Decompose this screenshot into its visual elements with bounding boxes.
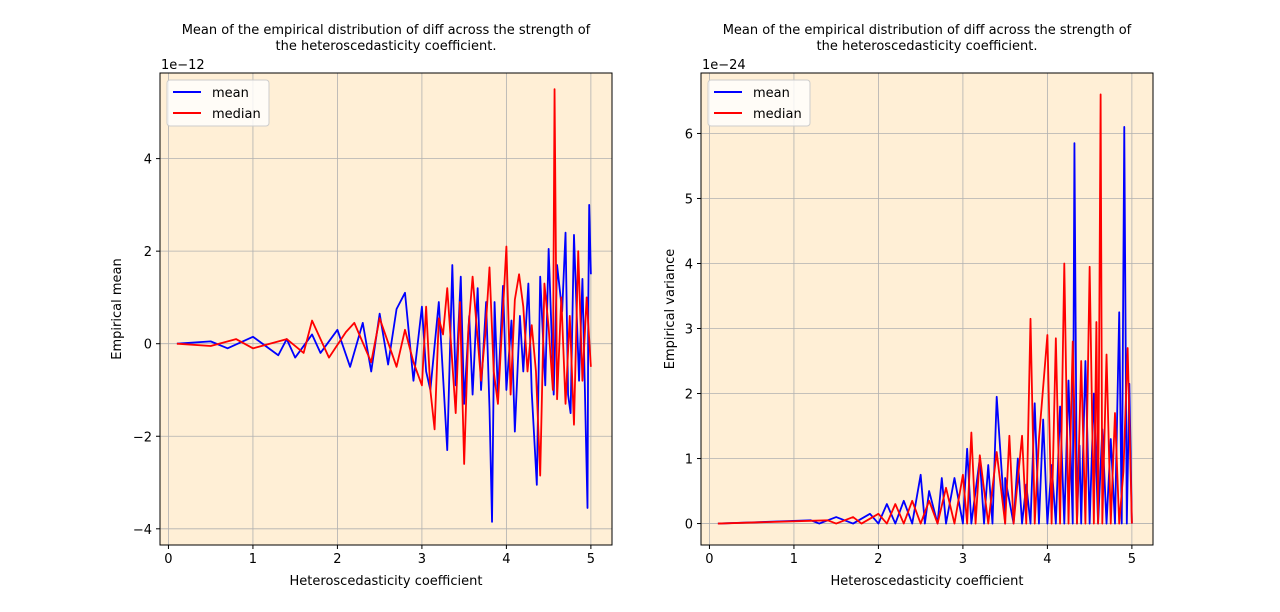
y-offset-text: 1e−12 [161,58,205,73]
y-tick-label: 1 [685,453,693,468]
y-tick-label: 4 [144,153,152,168]
y-offset-text: 1e−24 [702,58,746,73]
x-axis-label: Heteroscedasticity coefficient [831,574,1024,589]
x-tick-label: 3 [959,552,967,567]
chart-title-line2: the heteroscedasticity coefficient. [275,39,496,54]
y-axis-label: Empirical variance [663,249,678,370]
legend: mean median [166,79,270,127]
axes-frame [159,72,613,546]
legend: mean median [707,79,811,127]
y-tick-label: 4 [685,257,693,272]
y-tick-label: 3 [685,323,693,338]
chart-title-line2: the heteroscedasticity coefficient. [816,39,1037,54]
legend-mean-label: mean [753,86,790,101]
y-tick-label: 0 [144,338,152,353]
y-tick-label: 2 [685,388,693,403]
chart-title-line1: Mean of the empirical distribution of di… [182,23,591,38]
legend-median-label: median [212,107,261,122]
x-tick-label: 4 [502,552,510,567]
series-line-median [717,93,1133,525]
y-tick-label: −2 [133,430,152,445]
y-tick-label: 0 [685,518,693,533]
grid [160,73,612,545]
y-tick-label: 6 [685,127,693,142]
y-tick-label: −4 [133,523,152,538]
series-line-median [176,88,592,477]
x-tick-label: 5 [1128,552,1136,567]
x-tick-label: 3 [418,552,426,567]
y-tick-label: 2 [144,245,152,260]
x-tick-label: 0 [164,552,172,567]
grid [701,73,1153,545]
x-tick-label: 1 [249,552,257,567]
y-axis-label: Empirical mean [110,258,125,359]
plot-area [701,73,1153,545]
x-tick-label: 0 [705,552,713,567]
x-axis-label: Heteroscedasticity coefficient [290,574,483,589]
chart-title-line1: Mean of the empirical distribution of di… [723,23,1132,38]
axes-frame [700,72,1154,546]
mean-chart: 0 1 2 3 4 5 −4 −2 0 2 4 Mean of the empirical dist… [110,23,613,589]
y-tick-label: 5 [685,192,693,207]
x-tick-label: 2 [874,552,882,567]
legend-mean-label: mean [212,86,249,101]
x-tick-label: 1 [790,552,798,567]
x-tick-label: 4 [1043,552,1051,567]
variance-chart: 0 1 2 3 4 5 0 1 2 3 4 5 6 Mean of the empirical dist… [663,23,1154,589]
x-tick-label: 2 [333,552,341,567]
legend-median-label: median [753,107,802,122]
x-tick-label: 5 [587,552,595,567]
